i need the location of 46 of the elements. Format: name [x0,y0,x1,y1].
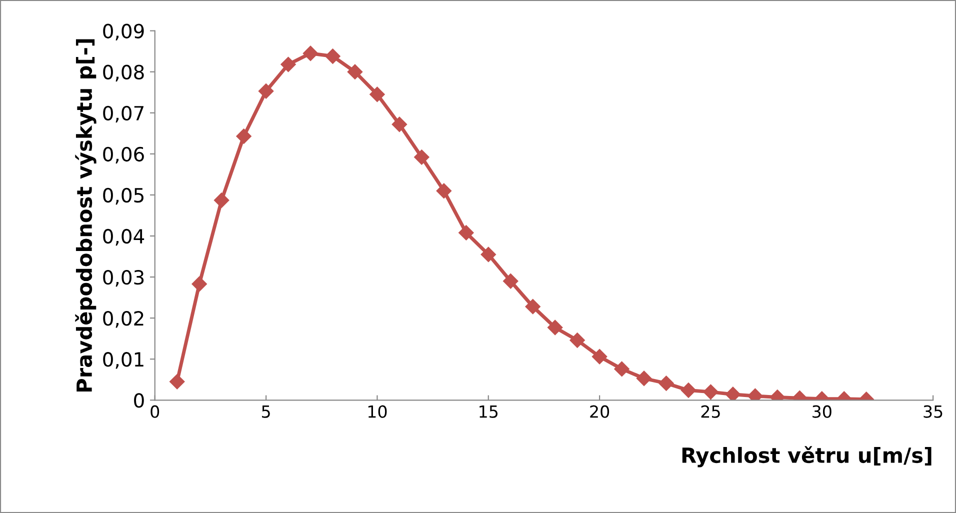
point [280,56,296,72]
point [480,246,496,262]
point [570,332,585,348]
point [325,48,340,64]
point [658,376,674,391]
y-tick-label: 0,09 [103,24,144,40]
point [503,274,518,289]
point [347,64,363,80]
point [414,150,430,165]
point [436,183,452,198]
x-tick-label: 25 [701,405,720,418]
x-tick-label: 30 [812,405,832,418]
y-tick-label: 0,07 [103,106,144,123]
x-tick-label: 35 [924,405,942,418]
point [258,84,274,99]
point [680,382,696,398]
x-tick-label: 15 [480,406,498,418]
point [192,276,207,292]
point [214,192,230,208]
point [236,128,252,144]
x-tick-label: 0 [150,405,160,418]
point [614,361,630,377]
x-tick-label: 5 [262,406,270,418]
y-tick-label: 0,01 [103,352,144,369]
y-axis-title: Pravděpodobnost výskytu p[-] [75,39,96,392]
x-tick-label: 20 [590,405,610,418]
y-tick-label: 0 [134,393,144,408]
y-tick-label: 0,02 [103,311,144,328]
y-tick-label: 0,03 [103,270,144,287]
y-tick-label: 0,06 [103,146,144,164]
point [548,320,563,336]
x-axis-title: Rychlost větru u[m/s] [682,446,932,468]
point [458,225,474,240]
point [302,46,318,61]
point [703,384,718,400]
y-tick-label: 0,05 [103,188,144,205]
x-tick-label: 10 [368,405,387,418]
y-tick-label: 0,04 [103,228,144,246]
point [636,370,652,386]
point [592,349,608,364]
point [370,86,385,102]
point [525,299,540,314]
point [392,116,408,132]
point [170,374,185,390]
y-tick-label: 0,08 [103,64,144,82]
point [725,386,741,400]
